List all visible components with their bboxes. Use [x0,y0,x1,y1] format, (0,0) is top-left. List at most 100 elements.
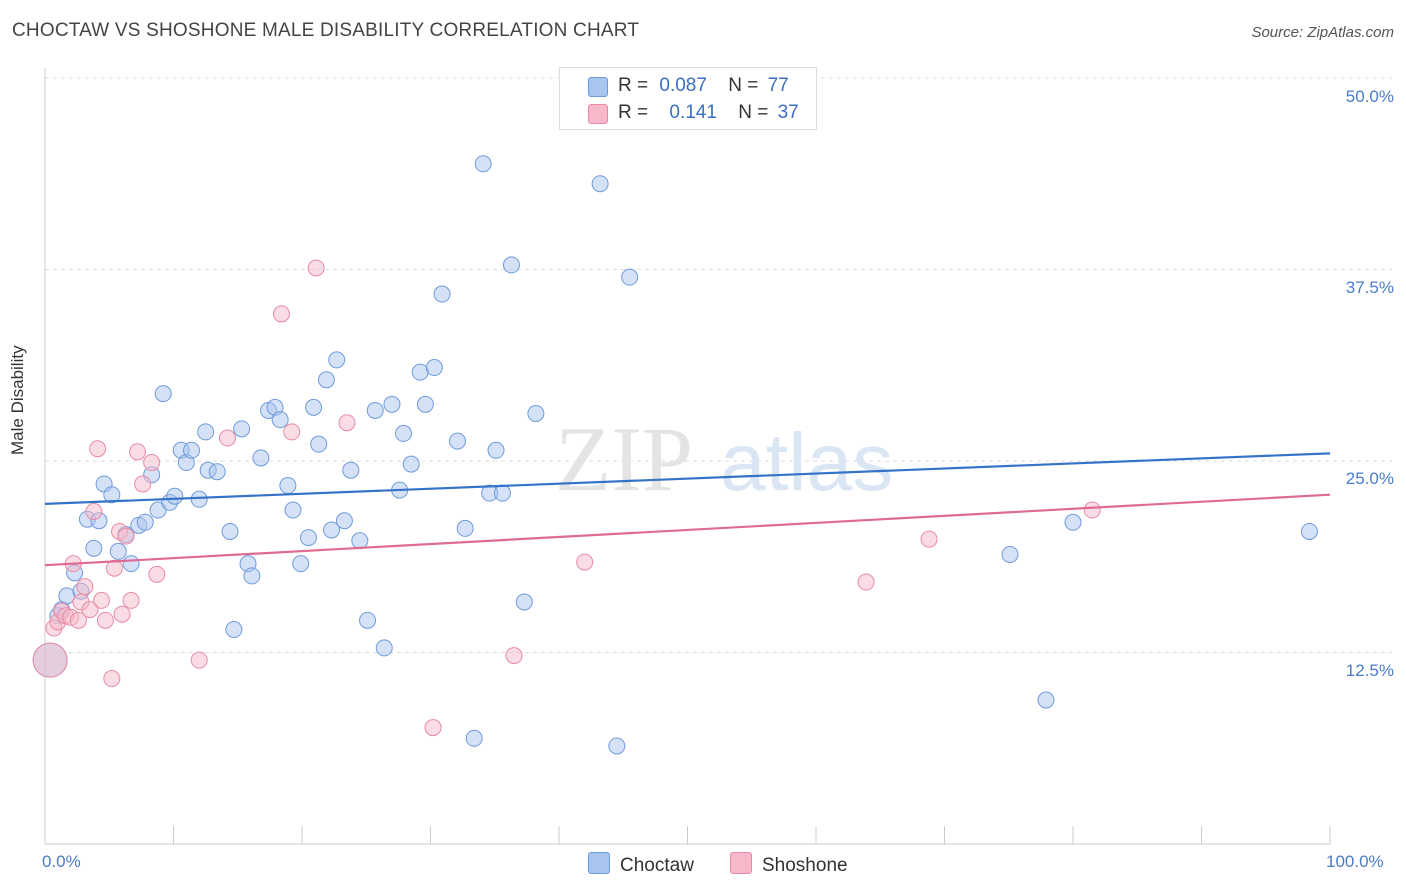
choctaw-point [342,461,360,479]
shoshone-point [307,259,325,277]
choctaw-point [1064,513,1082,531]
legend-r-label: R = [618,75,649,96]
choctaw-point [190,490,208,508]
shoshone-point [96,611,114,629]
shoshone-swatch [730,852,752,874]
shoshone-point [113,605,131,623]
choctaw-point [166,487,184,505]
shoshone-swatch [588,104,608,124]
watermark: ZIP atlas [555,408,893,510]
y-tick-label: 50.0% [1345,87,1394,106]
choctaw-point [182,441,200,459]
watermark-zip: ZIP [555,408,693,510]
choctaw-point [136,513,154,531]
choctaw-point [208,463,226,481]
shoshone-point [76,578,94,596]
legend-n-label: N = [738,102,769,123]
shoshone-trend-line [44,493,1331,567]
shoshone-point [283,423,301,441]
chart-title: CHOCTAW VS SHOSHONE MALE DISABILITY CORR… [12,20,640,41]
choctaw-point [109,542,127,560]
choctaw-point [527,405,545,423]
choctaw-point [225,621,243,639]
choctaw-point [383,395,401,413]
legend-r-value: 0.087 [659,75,707,96]
shoshone-point [143,454,161,472]
watermark-atlas: atlas [720,417,893,508]
choctaw-point [487,441,505,459]
choctaw-point [502,256,520,274]
choctaw-point [233,420,251,438]
y-tick-label: 25.0% [1345,469,1394,488]
choctaw-point [85,539,103,557]
shoshone-points [32,259,1101,737]
shoshone-point [857,573,875,591]
choctaw-swatch [588,77,608,97]
trend-lines [44,452,1331,567]
choctaw-point [122,555,140,573]
bottom-legend-choctaw: Choctaw [588,852,694,877]
choctaw-point [608,737,626,755]
choctaw-point [402,455,420,473]
shoshone-point [505,647,523,665]
choctaw-point [456,519,474,537]
choctaw-point [433,285,451,303]
y-axis-label: Male Disability [8,345,27,455]
choctaw-point [292,555,310,573]
legend-n-label: N = [728,75,759,96]
choctaw-point [317,371,335,389]
choctaw-point [359,611,377,629]
choctaw-point [103,486,121,504]
choctaw-point [425,359,443,377]
choctaw-point [154,385,172,403]
choctaw-point [493,484,511,502]
legend: R = 0.087 N = 77 R = 0.141 N = 37 [559,67,817,130]
choctaw-point [58,587,76,605]
choctaw-point [395,424,413,442]
choctaw-point [515,593,533,611]
choctaw-trend-line [44,452,1331,505]
shoshone-point [424,719,442,737]
axes [44,68,1331,845]
legend-n-value: 37 [777,102,799,123]
y-tick-label: 37.5% [1345,278,1394,297]
shoshone-point [105,559,123,577]
choctaw-point [448,432,466,450]
shoshone-point [272,305,290,323]
choctaw-point [411,363,429,381]
choctaw-point [621,268,639,286]
choctaw-point [1001,545,1019,563]
choctaw-point [221,522,239,540]
choctaw-point [335,512,353,530]
choctaw-point [1300,522,1318,540]
x-tick-label: 0.0% [42,852,81,871]
shoshone-point [81,601,99,619]
shoshone-point [148,565,166,583]
bottom-legend-label: Choctaw [620,855,694,876]
choctaw-point [351,532,369,550]
y-tick-label: 12.5% [1345,661,1394,680]
choctaw-point [366,401,384,419]
shoshone-point [89,440,107,458]
shoshone-point [190,651,208,669]
shoshone-point [93,591,111,609]
shoshone-point [32,642,68,678]
choctaw-point [465,729,483,747]
shoshone-point [122,591,140,609]
choctaw-point [299,529,317,547]
shoshone-point [134,475,152,493]
shoshone-point [117,527,135,545]
choctaw-point [305,398,323,416]
choctaw-point [416,395,434,413]
bottom-legend-shoshone: Shoshone [730,852,848,877]
shoshone-point [103,670,121,688]
choctaw-point [474,155,492,173]
shoshone-point [129,443,147,461]
choctaw-point [1037,691,1055,709]
x-tick-label: 100.0% [1326,852,1384,871]
choctaw-point [284,501,302,519]
legend-r-label: R = [618,102,649,123]
shoshone-point [85,503,103,521]
choctaw-point [279,477,297,495]
choctaw-swatch [588,852,610,874]
